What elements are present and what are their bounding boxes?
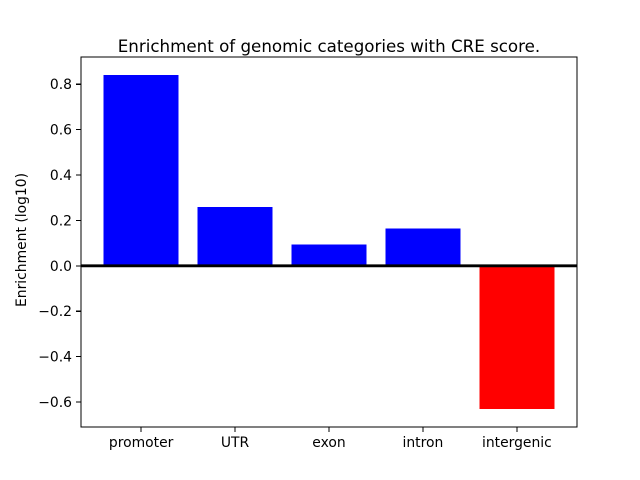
bar-promoter	[103, 75, 179, 266]
y-tick-label-0.0: 0.0	[50, 259, 72, 275]
y-tick-label-0.8: 0.8	[50, 77, 72, 93]
y-tick-label-0.2: 0.2	[50, 213, 72, 229]
x-tick-label-intergenic: intergenic	[482, 435, 552, 451]
y-tick-label-−0.4: −0.4	[38, 350, 72, 366]
y-tick-label-−0.6: −0.6	[38, 395, 72, 411]
x-tick-label-intron: intron	[403, 435, 444, 451]
x-tick-label-promoter: promoter	[109, 435, 174, 451]
y-tick-label-0.4: 0.4	[50, 168, 72, 184]
y-tick-label-−0.2: −0.2	[38, 304, 72, 320]
bar-intron	[385, 228, 461, 266]
bar-intergenic	[479, 265, 555, 409]
x-tick-label-UTR: UTR	[221, 435, 250, 451]
y-tick-label-0.6: 0.6	[50, 123, 72, 139]
bar-UTR	[197, 206, 273, 266]
x-tick-label-exon: exon	[312, 435, 345, 451]
chart-title: Enrichment of genomic categories with CR…	[117, 36, 541, 56]
bar-exon	[291, 244, 367, 266]
